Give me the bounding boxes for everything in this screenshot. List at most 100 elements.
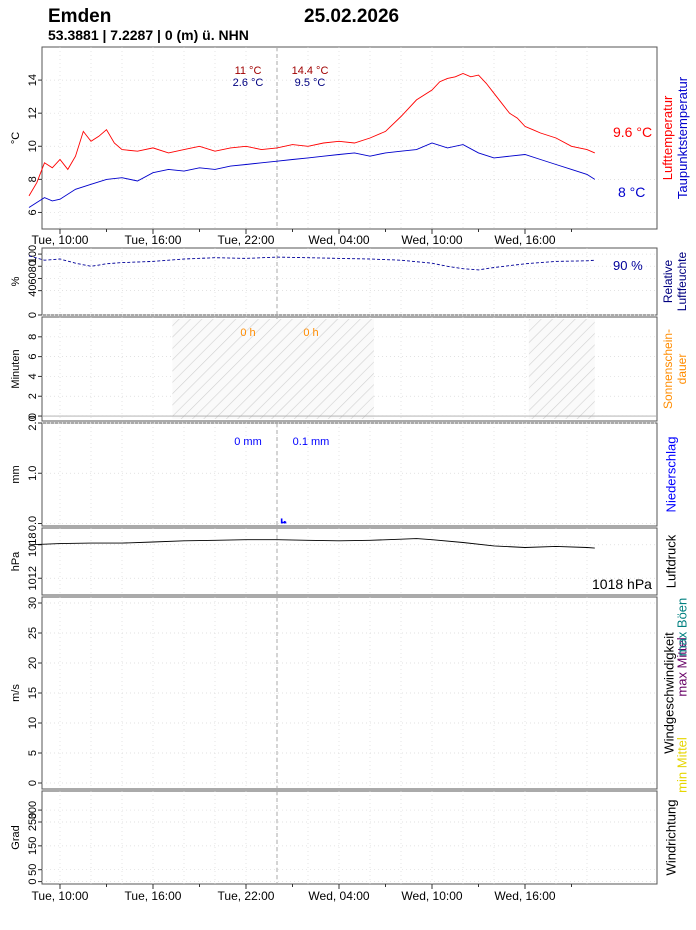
x-tick-label: Wed, 10:00: [401, 889, 462, 903]
annotation-left-min: 2.6 °C: [233, 77, 264, 89]
y-tick-label: 2.0: [27, 415, 39, 430]
y-tick-label: 0: [27, 780, 39, 786]
y-tick-label: 300: [27, 801, 39, 819]
y-tick-label: 0: [27, 413, 39, 419]
y-axis-label: Minuten: [10, 349, 22, 388]
panel-right-label: Lufttemperatur: [660, 95, 675, 180]
annotation-sun-right: 0 h: [303, 327, 318, 339]
x-tick-label: Tue, 16:00: [125, 889, 182, 903]
current-air-temp: 9.6 °C: [613, 124, 652, 140]
y-tick-label: 100: [27, 245, 39, 263]
panel-right-label: max Mittel: [674, 637, 689, 696]
current-dewpoint: 8 °C: [618, 184, 645, 200]
annotation-sun-left: 0 h: [240, 327, 255, 339]
y-tick-label: 50: [27, 864, 39, 876]
y-tick-label: 6: [27, 354, 39, 360]
y-tick-label: 150: [27, 837, 39, 855]
sunshine-frame: [41, 316, 658, 422]
x-tick-label: Wed, 16:00: [494, 233, 555, 247]
series-line-pressure: [28, 538, 595, 549]
panel-right-label: Sonnenschein-: [661, 329, 675, 409]
panel-right-label: Taupunktstemperatur: [675, 76, 690, 199]
y-tick-label: 250: [27, 813, 39, 831]
x-tick-label: Tue, 10:00: [32, 233, 89, 247]
y-tick-label: 10: [27, 140, 39, 152]
station-coordinates: 53.3881 | 7.2287 | 0 (m) ü. NHN: [48, 27, 249, 43]
y-tick-label: 6: [27, 209, 39, 215]
y-tick-label: 60: [27, 272, 39, 284]
series-line-humidity: [28, 255, 595, 271]
y-tick-label: 10: [27, 717, 39, 729]
annotation-right-max: 14.4 °C: [292, 65, 329, 77]
precip-bar: [280, 518, 283, 524]
annotation-precip-right: 0.1 mm: [293, 436, 330, 448]
humidity-frame: [41, 247, 658, 316]
y-tick-label: 5: [27, 750, 39, 756]
series-line-air_temp: [28, 73, 595, 197]
y-tick-label: 8: [27, 334, 39, 340]
x-tick-label: Tue, 16:00: [125, 233, 182, 247]
x-tick-label: Tue, 22:00: [218, 889, 275, 903]
wind_direction-frame: [41, 790, 658, 885]
current-humidity: 90 %: [613, 258, 643, 273]
precipitation-frame: [41, 422, 658, 527]
annotation-precip-left: 0 mm: [234, 436, 262, 448]
temperature-panel: 6 8 10 12 14 °C 11 °C2.6 °C 14.4 °C9.5 °C 9.6 °C…: [10, 46, 690, 230]
precipitation-panel: 0.0 1.0 2.0 mm 0 mm 0.1 mm Niederschlag: [10, 415, 679, 531]
annotation-left-max: 11 °C: [235, 65, 262, 77]
panel-right-label: Luftfeuchte: [675, 251, 689, 311]
y-tick-label: 12: [27, 107, 39, 119]
current-pressure: 1018 hPa: [592, 576, 652, 592]
panel-right-label: Luftdruck: [663, 534, 678, 588]
y-tick-label: 40: [27, 285, 39, 297]
pressure-frame: [41, 527, 658, 596]
x-tick-label: Wed, 16:00: [494, 889, 555, 903]
x-tick-label: Wed, 10:00: [401, 233, 462, 247]
night-band: [528, 319, 595, 419]
date-label: 25.02.2026: [304, 6, 400, 27]
y-tick-label: 80: [27, 260, 39, 272]
panel-right-label: max Böen: [674, 598, 689, 657]
x-tick-label: Wed, 04:00: [308, 889, 369, 903]
temperature-frame: [41, 46, 658, 230]
series-line-dewpoint: [28, 142, 596, 208]
y-axis-label: °C: [10, 132, 22, 144]
x-tick-label: Tue, 10:00: [32, 889, 89, 903]
sunshine-panel: 0 2 4 6 8 Minuten 0 h 0 h Sonnenschein-dauer: [10, 316, 689, 422]
y-axis-label: m/s: [10, 684, 22, 702]
y-tick-label: 20: [27, 657, 39, 669]
y-tick-label: 0.0: [27, 516, 39, 531]
y-tick-label: 0: [27, 312, 39, 318]
y-axis-label: %: [10, 276, 22, 286]
panel-right-label: Niederschlag: [663, 437, 678, 513]
y-tick-label: 4: [27, 373, 39, 379]
panel-right-label: min Mittel: [674, 737, 689, 793]
panel-right-label: Windrichtung: [663, 800, 678, 876]
y-axis-label: hPa: [10, 551, 22, 571]
y-tick-label: 1012: [27, 566, 39, 590]
night-band: [172, 319, 374, 419]
y-tick-label: 8: [27, 176, 39, 182]
y-axis-label: Grad: [10, 825, 22, 849]
y-tick-label: 1.0: [27, 466, 39, 481]
panel-right-label: Relative: [661, 260, 675, 304]
y-axis-label: mm: [10, 465, 22, 483]
y-tick-label: 30: [27, 597, 39, 609]
x-tick-label: Wed, 04:00: [308, 233, 369, 247]
station-name: Emden: [48, 6, 112, 27]
y-tick-label: 25: [27, 627, 39, 639]
time-axis-top: Tue, 10:00 Tue, 16:00 Tue, 22:00 Wed, 04:00…: [32, 229, 572, 247]
y-tick-label: 14: [27, 74, 39, 86]
annotation-right-min: 9.5 °C: [295, 77, 326, 89]
y-tick-label: 0: [27, 879, 39, 885]
y-tick-label: 15: [27, 687, 39, 699]
panel-right-label: Windgeschwindigkeit: [661, 632, 676, 754]
panel-right-label: dauer: [675, 354, 689, 385]
y-tick-label: 2: [27, 393, 39, 399]
time-axis-bottom: Tue, 10:00 Tue, 16:00 Tue, 22:00 Wed, 04:00…: [32, 884, 572, 903]
